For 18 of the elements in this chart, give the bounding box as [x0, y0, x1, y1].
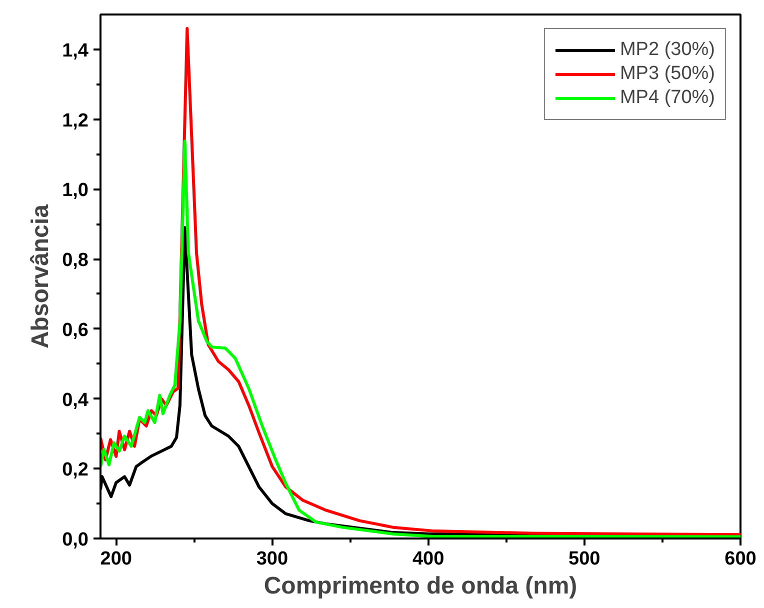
y-tick-label: 0,8	[62, 250, 89, 272]
legend-label: MP3 (50%)	[620, 63, 715, 85]
x-tick-label: 300	[256, 548, 288, 570]
x-tick-label: 400	[412, 548, 444, 570]
y-tick-label: 1,0	[62, 180, 89, 202]
legend-label: MP4 (70%)	[620, 87, 715, 109]
x-tick-label: 500	[568, 548, 600, 570]
x-axis-title: Comprimento de onda (nm)	[264, 572, 578, 600]
y-tick-label: 1,4	[62, 40, 89, 62]
y-tick-label: 0,2	[62, 460, 89, 481]
y-axis-title: Absorvância	[27, 204, 54, 349]
y-tick-label: 1,2	[62, 110, 89, 132]
x-tick-label: 600	[724, 548, 756, 570]
y-tick-label: 0,6	[62, 320, 89, 341]
y-tick-label: 0,4	[62, 390, 89, 411]
legend-label: MP2 (30%)	[620, 39, 715, 61]
y-tick-label: 0,0	[62, 530, 89, 550]
x-tick-label: 200	[100, 548, 132, 570]
